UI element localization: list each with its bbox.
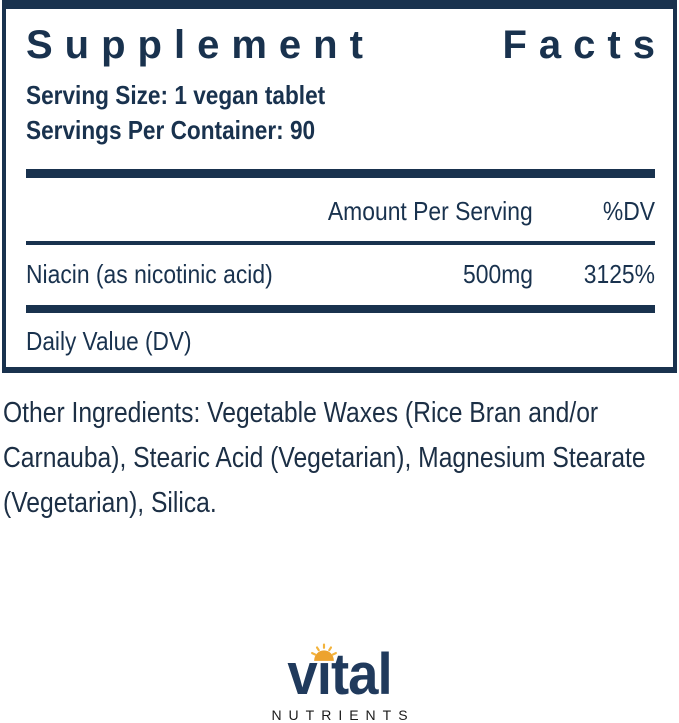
- rising-sun-icon: [310, 643, 337, 661]
- serving-info: Serving Size: 1 vegan tablet Servings Pe…: [26, 78, 655, 147]
- amount-per-serving-header: Amount Per Serving: [328, 196, 533, 227]
- daily-value-footnote: Daily Value (DV): [26, 313, 655, 358]
- servings-per-container-text: Servings Per Container: 90: [26, 114, 316, 145]
- thin-divider: [26, 241, 655, 246]
- panel-title-word-supplement: Supplement: [26, 23, 375, 67]
- percent-dv-header: %DV: [602, 196, 655, 227]
- serving-size-text: Serving Size: 1 vegan tablet: [26, 80, 326, 110]
- nutrient-dv: 3125%: [583, 259, 655, 290]
- other-ingredients-line: Other Ingredients: Vegetable Waxes (Rice…: [3, 397, 599, 429]
- other-ingredients-line: Carnauba), Stearic Acid (Vegetarian), Ma…: [3, 441, 646, 474]
- panel-title-word-facts: Facts: [502, 23, 667, 67]
- supplement-facts-panel: Supplement Facts Serving Size: 1 vegan t…: [2, 0, 677, 373]
- table-header-row: Amount Per Serving %DV: [26, 178, 655, 241]
- panel-title: Supplement Facts: [26, 25, 655, 65]
- nutrient-name: Niacin (as nicotinic acid): [26, 259, 273, 290]
- brand-wordmark: vı tal: [287, 643, 393, 704]
- nutrient-amount: 500mg: [463, 259, 533, 290]
- other-ingredients-line: (Vegetarian), Silica.: [3, 486, 217, 519]
- brand-subtext: NUTRIENTS: [271, 707, 415, 723]
- other-ingredients-paragraph: Other Ingredients: Vegetable Waxes (Rice…: [3, 391, 675, 526]
- thick-divider-bottom: [26, 304, 655, 313]
- vital-nutrients-logo: vı tal NUTRIENTS: [0, 643, 679, 723]
- brand-letters-tal: tal: [330, 642, 393, 707]
- daily-value-text: Daily Value (DV): [26, 325, 192, 356]
- table-row: Niacin (as nicotinic acid) 500mg 3125%: [26, 245, 655, 304]
- thick-divider-top: [26, 169, 655, 179]
- brand-letter-v: v: [287, 642, 317, 707]
- brand-letter-i: ı: [310, 643, 337, 704]
